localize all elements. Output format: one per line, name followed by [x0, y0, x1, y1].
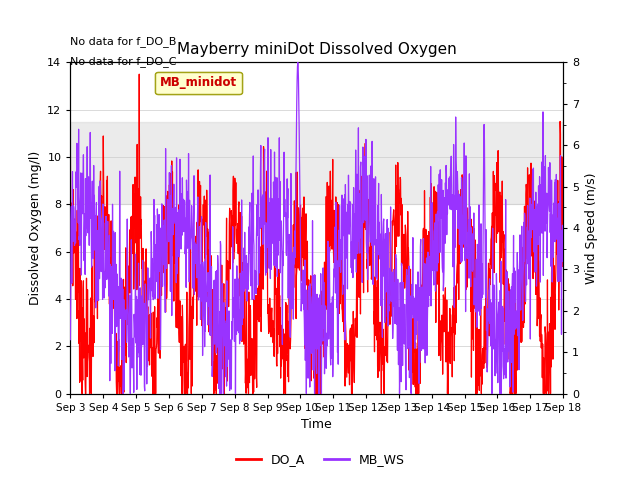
Text: No data for f_DO_C: No data for f_DO_C [70, 56, 177, 67]
Y-axis label: Wind Speed (m/s): Wind Speed (m/s) [585, 172, 598, 284]
Bar [70, 121, 563, 204]
X-axis label: Time: Time [301, 418, 332, 431]
Legend: MB_minidot: MB_minidot [155, 72, 242, 94]
Title: Mayberry miniDot Dissolved Oxygen: Mayberry miniDot Dissolved Oxygen [177, 42, 457, 57]
Y-axis label: Dissolved Oxygen (mg/l): Dissolved Oxygen (mg/l) [29, 151, 42, 305]
Text: No data for f_DO_B: No data for f_DO_B [70, 36, 177, 47]
Legend: DO_A, MB_WS: DO_A, MB_WS [230, 448, 410, 471]
